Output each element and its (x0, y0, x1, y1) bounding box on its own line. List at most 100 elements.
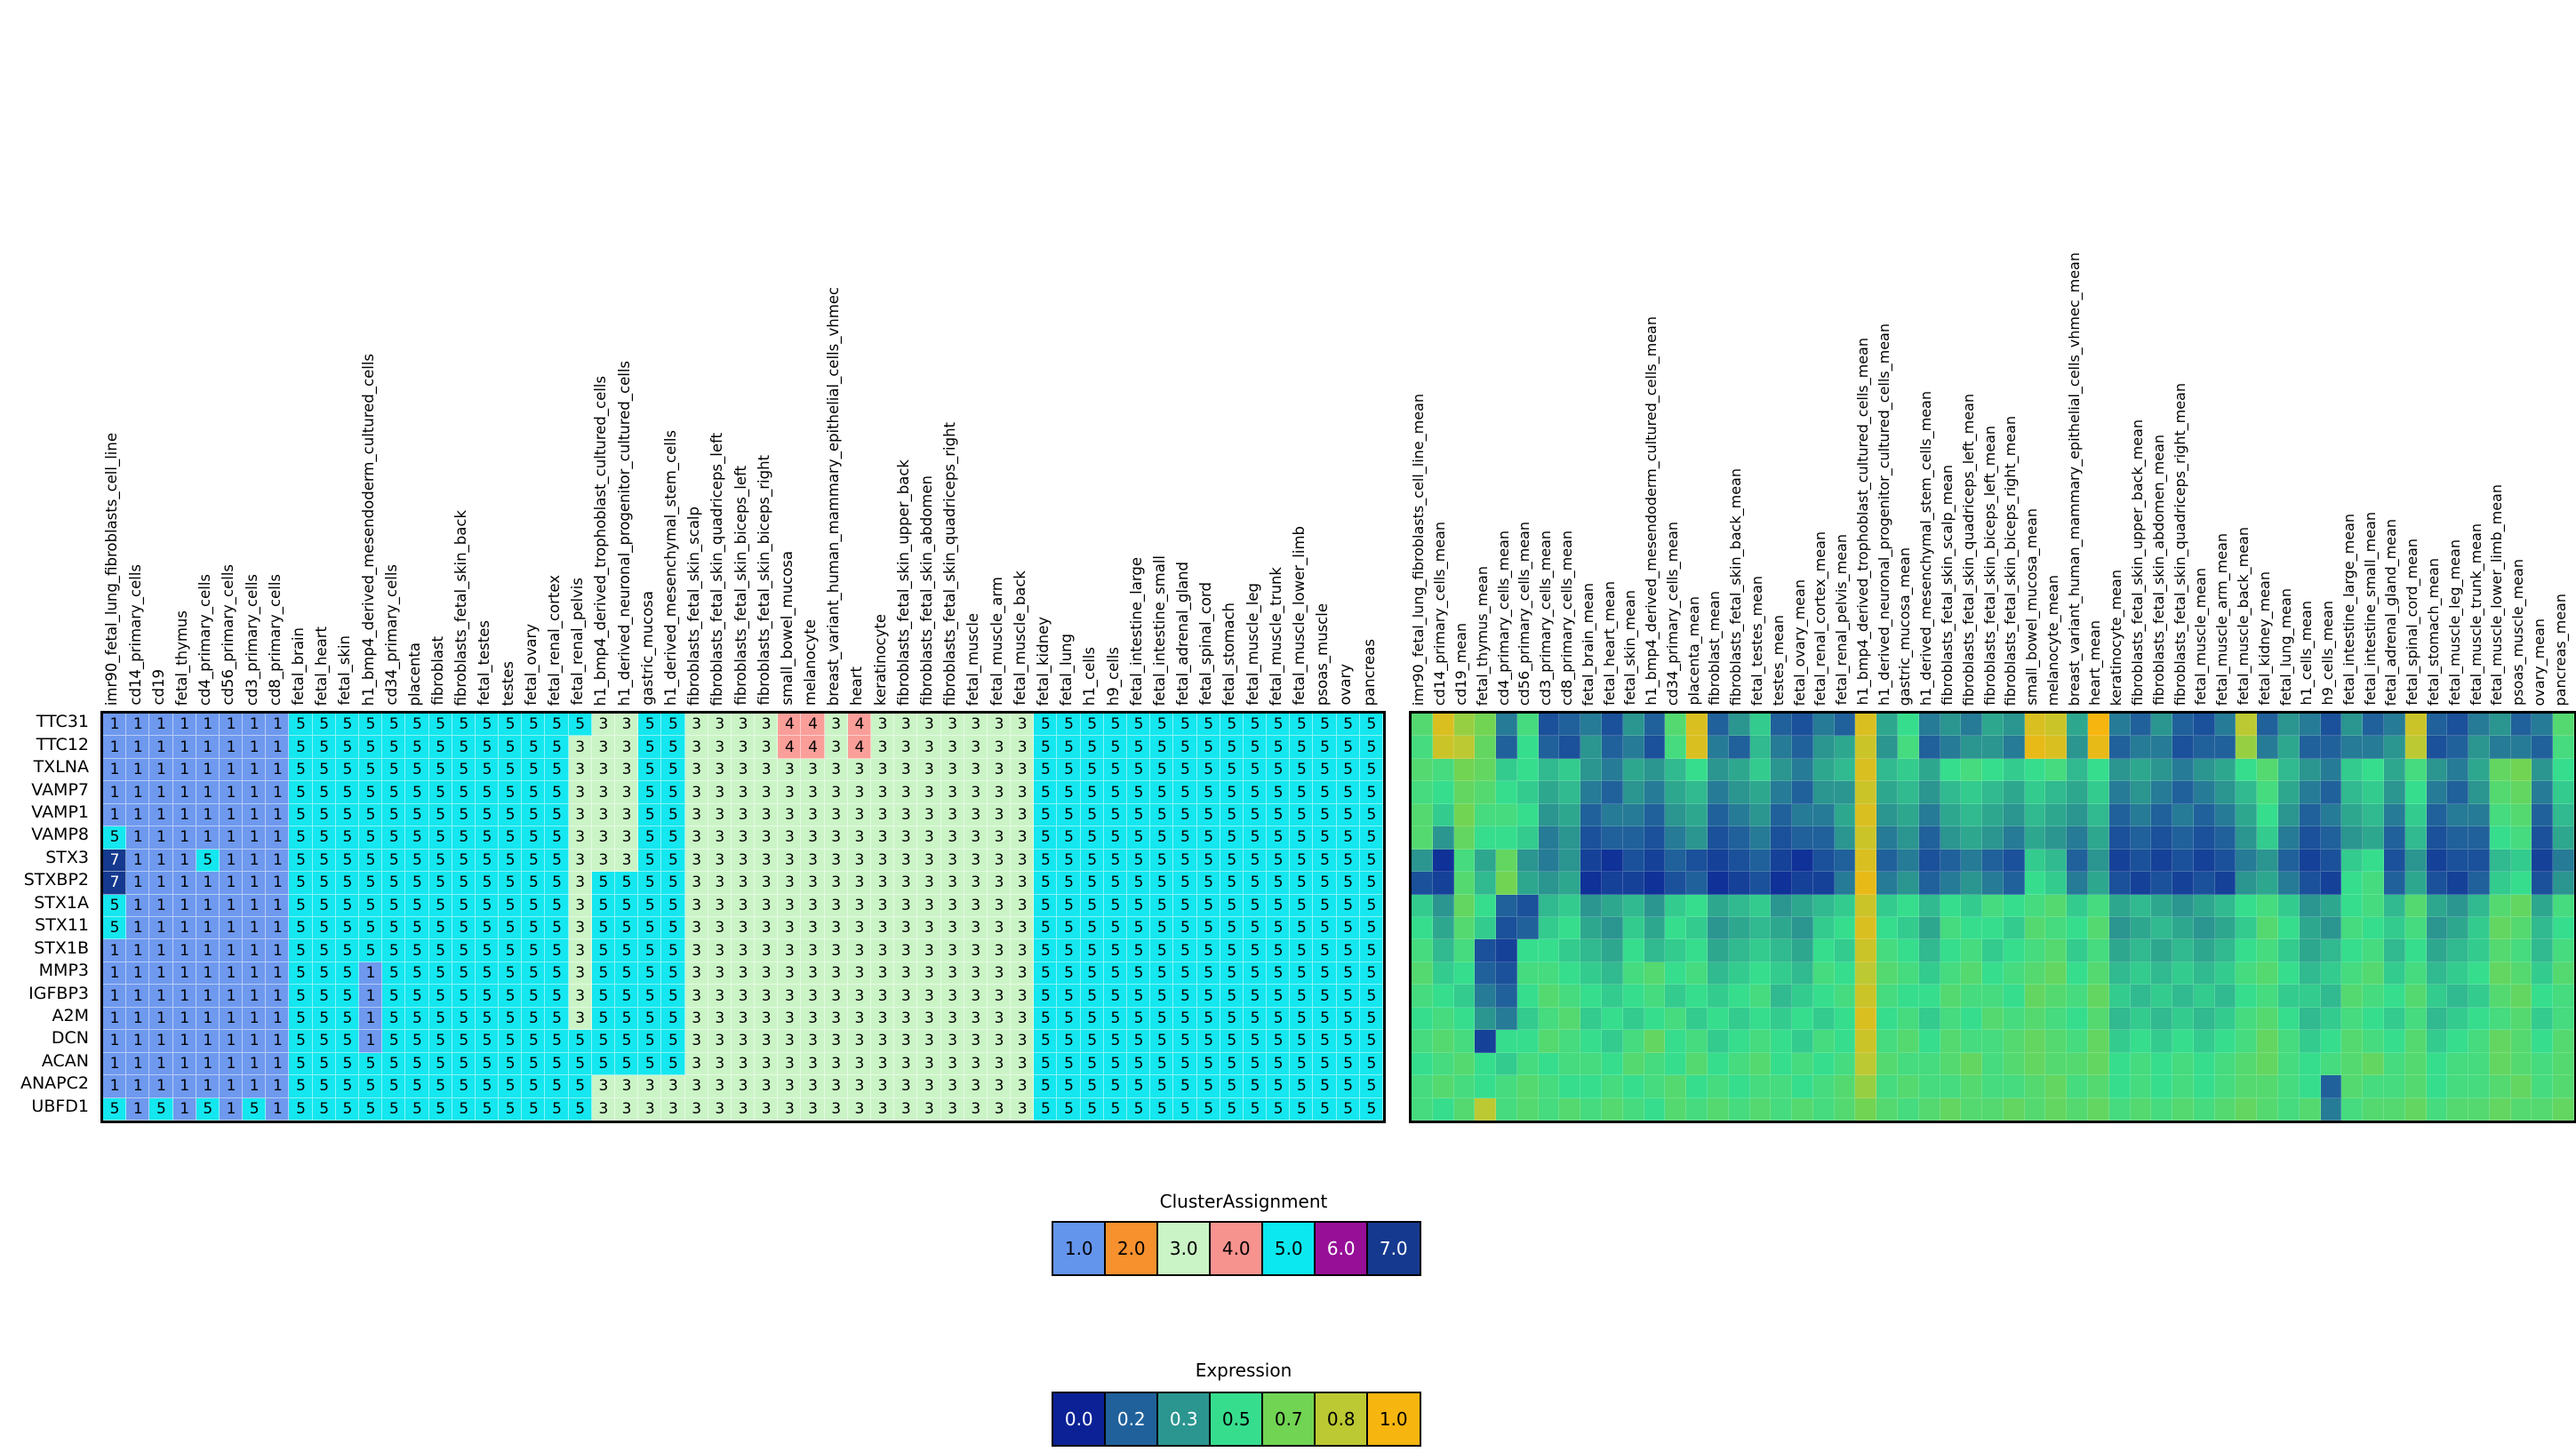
row-label: VAMP8 (31, 825, 89, 845)
cluster-cell: 1 (243, 1052, 267, 1076)
expression-cell (1475, 736, 1497, 759)
expression-cell (2088, 714, 2109, 737)
expression-cell (1940, 1075, 1962, 1098)
expression-cell (2172, 1075, 2194, 1098)
expression-cell (2426, 803, 2448, 827)
expression-cell (2383, 1007, 2405, 1031)
expression-cell (1580, 758, 1603, 782)
cluster-cell: 5 (1034, 1052, 1058, 1076)
column-label: fibroblasts_fetal_skin_scalp (683, 507, 706, 706)
cluster-cell: 5 (1290, 985, 1314, 1008)
expression-cell (2404, 939, 2427, 962)
expression-cell (1622, 803, 1644, 827)
cluster-cell: 5 (614, 1007, 639, 1031)
expression-cell (2108, 894, 2131, 917)
cluster-cell: 5 (1336, 961, 1360, 985)
cluster-cell: 3 (568, 917, 592, 940)
expression-cell (2214, 894, 2236, 917)
cluster-cell: 3 (870, 985, 895, 1008)
cluster-cell: 5 (475, 826, 500, 850)
expression-cell (2383, 961, 2405, 985)
expression-cell (2468, 961, 2490, 985)
cluster-cell: 3 (940, 826, 964, 850)
expression-cell (1707, 736, 1729, 759)
cluster-cell: 5 (289, 758, 313, 782)
column-label: h1_derived_neuronal_progenitor_cultured_… (612, 361, 636, 706)
expression-cell (1749, 758, 1772, 782)
cluster-cell: 3 (940, 803, 964, 827)
cluster-cell: 5 (1173, 1030, 1197, 1053)
expression-cell (2510, 917, 2532, 940)
cluster-cell: 3 (708, 1007, 732, 1031)
cluster-cell: 5 (638, 961, 662, 985)
expression-cell (1834, 1007, 1856, 1031)
expression-cell (2447, 872, 2469, 895)
expression-cell (1686, 917, 1708, 940)
expression-cell (2299, 826, 2321, 850)
cluster-cell: 5 (1080, 1075, 1104, 1098)
expression-cell (2172, 917, 2194, 940)
cluster-cell: 3 (917, 917, 941, 940)
expression-cell (1834, 803, 1856, 827)
expression-cell (1580, 849, 1603, 873)
cluster-cell: 5 (1220, 758, 1244, 782)
column-label-text: fibroblast_mean (1706, 591, 1724, 706)
cluster-cell: 3 (801, 917, 825, 940)
column-label-text: fibroblast (429, 636, 447, 706)
expression-cell (1855, 985, 1877, 1008)
cluster-cell: 4 (801, 736, 825, 759)
column-label-text: fetal_renal_cortex_mean (1812, 531, 1829, 706)
cluster-cell: 5 (1359, 758, 1383, 782)
column-label-text: fetal_renal_pelvis (569, 578, 587, 706)
cluster-cell: 5 (545, 736, 569, 759)
cluster-cell: 3 (847, 961, 871, 985)
cluster-cell: 5 (1290, 826, 1314, 850)
expression-cell (1516, 961, 1539, 985)
cluster-cell: 5 (661, 872, 685, 895)
expression-cell (2532, 1075, 2554, 1098)
expression-cell (2067, 961, 2089, 985)
expression-cell (2341, 1052, 2364, 1076)
expression-cell (2363, 1075, 2384, 1098)
expression-cell (1665, 1052, 1687, 1076)
cluster-cell: 5 (545, 1007, 569, 1031)
expression-heatmap-column-labels: imr90_fetal_lung_fibroblasts_cell_line_m… (1409, 0, 2572, 706)
expression-cell (1580, 894, 1603, 917)
cluster-cell: 5 (545, 1030, 569, 1053)
cluster-cell: 3 (917, 961, 941, 985)
expression-cell (2363, 781, 2384, 804)
expression-cell (2383, 803, 2405, 827)
expression-cell (2532, 872, 2554, 895)
cluster-cell: 3 (870, 1052, 895, 1076)
column-label-text: fibroblasts_fetal_skin_biceps_left (732, 466, 749, 706)
cluster-cell: 5 (1126, 714, 1151, 737)
expression-cell (1644, 781, 1666, 804)
cluster-cell: 5 (1080, 736, 1104, 759)
cluster-cell: 3 (801, 1075, 825, 1098)
expression-cell (1876, 826, 1898, 850)
expression-cell (1707, 1052, 1729, 1076)
expression-cell (2299, 985, 2321, 1008)
cluster-cell: 5 (1267, 939, 1291, 962)
expression-cell (2404, 849, 2427, 873)
cluster-cell: 5 (452, 894, 476, 917)
column-label: fetal_kidney_mean (2254, 571, 2276, 706)
cluster-cell: 1 (219, 985, 244, 1008)
expression-cell (1412, 872, 1433, 895)
cluster-cell: 5 (1126, 1052, 1151, 1076)
expression-cell (1812, 803, 1835, 827)
expression-cell (1622, 1030, 1644, 1053)
cluster-cell: 3 (847, 1030, 871, 1053)
cluster-cell: 5 (1057, 736, 1081, 759)
cluster-cell: 3 (684, 1007, 708, 1031)
expression-cell (1855, 1097, 1877, 1121)
cluster-cell: 5 (614, 894, 639, 917)
column-label-text: fetal_skin_mean (1621, 590, 1639, 706)
expression-cell (1834, 961, 1856, 985)
expression-cell (2363, 714, 2384, 737)
cluster-cell: 5 (1267, 803, 1291, 827)
expression-cell (2024, 826, 2046, 850)
column-label-text: heart (848, 666, 866, 706)
expression-cell (2151, 985, 2173, 1008)
cluster-cell: 5 (1290, 939, 1314, 962)
